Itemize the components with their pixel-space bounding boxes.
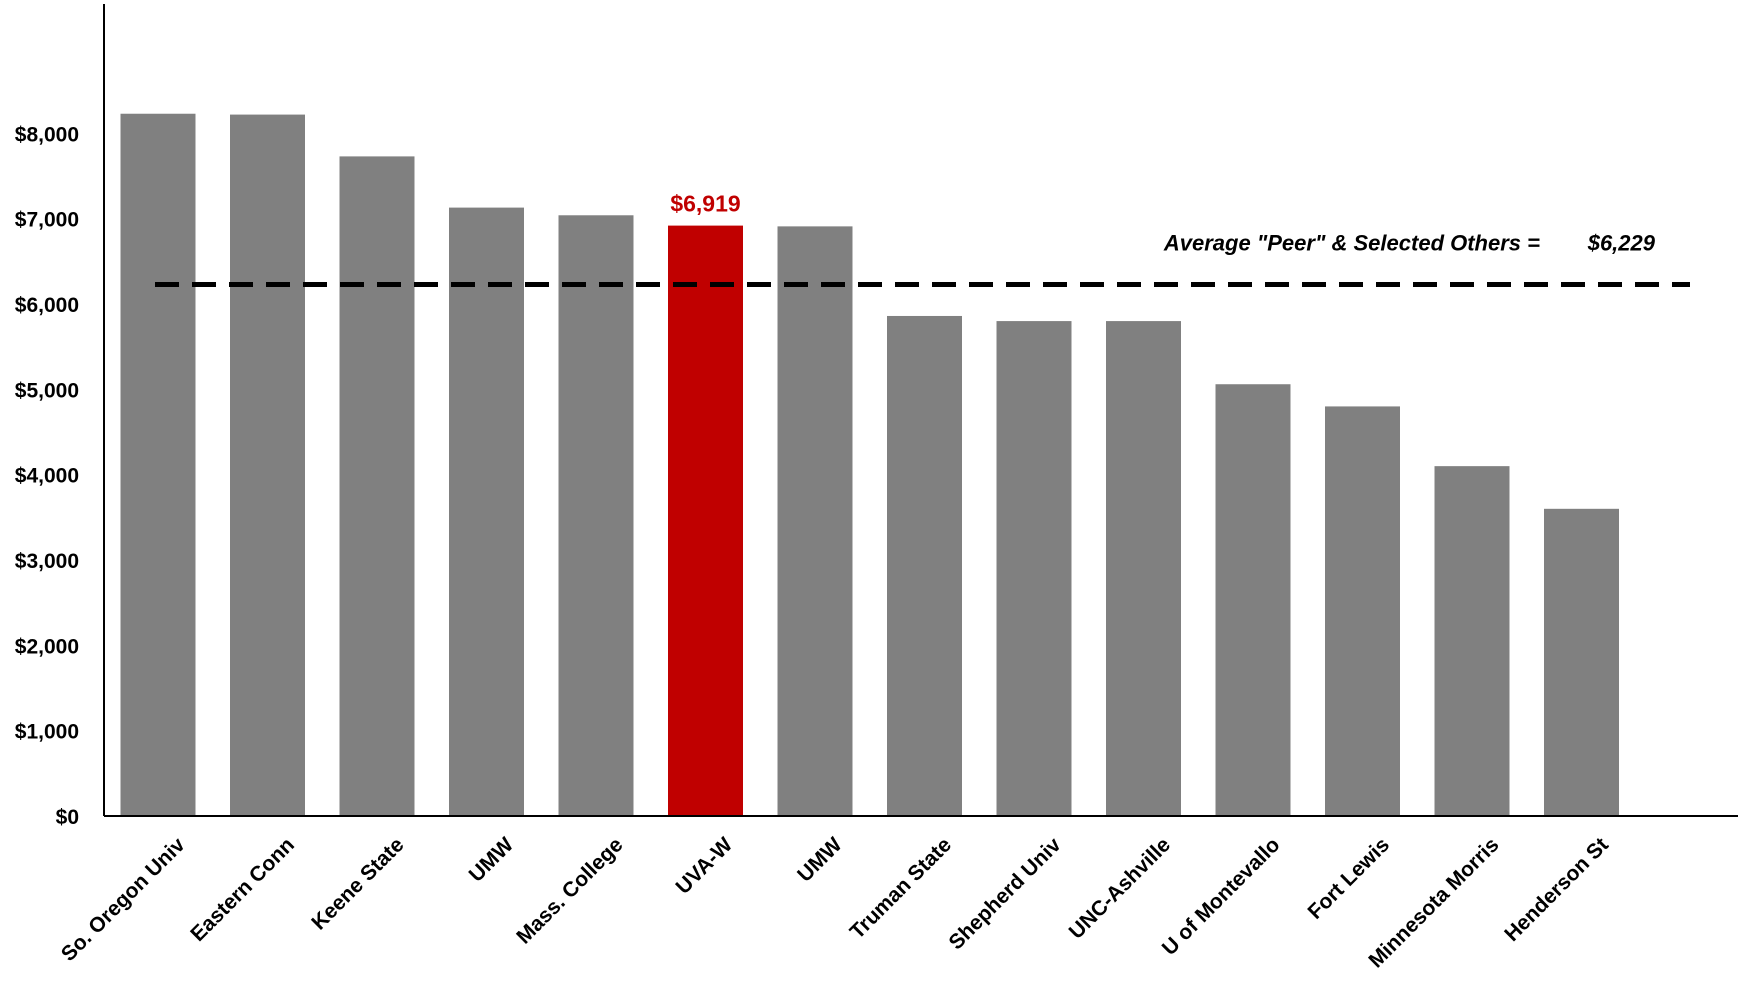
x-category-label: Fort Lewis bbox=[1304, 833, 1395, 924]
y-tick-label: $6,000 bbox=[15, 294, 79, 317]
bar-highlight bbox=[668, 225, 743, 816]
highlight-data-label: $6,919 bbox=[670, 191, 740, 217]
bar bbox=[1215, 384, 1291, 816]
x-category-label: Eastern Conn bbox=[186, 833, 299, 946]
y-tick-label: $7,000 bbox=[15, 209, 79, 232]
x-category-label: Mass. College bbox=[512, 833, 627, 948]
y-tick-label: $0 bbox=[56, 806, 79, 829]
average-value-label: $6,229 bbox=[1587, 230, 1656, 255]
x-category-label: Keene State bbox=[307, 833, 408, 934]
bar bbox=[558, 215, 634, 816]
x-category-label: Truman State bbox=[846, 833, 956, 943]
bar bbox=[1106, 321, 1181, 816]
bar bbox=[996, 321, 1072, 816]
average-label: Average "Peer" & Selected Others = bbox=[1163, 230, 1540, 255]
bar bbox=[339, 156, 415, 816]
x-category-label: UMW bbox=[465, 833, 518, 886]
bar bbox=[887, 315, 962, 816]
y-tick-label: $4,000 bbox=[15, 465, 79, 488]
y-tick-label: $2,000 bbox=[15, 635, 79, 658]
bars bbox=[120, 113, 1619, 817]
bar bbox=[1544, 508, 1619, 816]
y-tick-label: $3,000 bbox=[15, 550, 79, 573]
y-tick-label: $1,000 bbox=[15, 721, 79, 744]
x-category-label: UNC-Ashville bbox=[1065, 833, 1175, 943]
x-category-label: Shepherd Univ bbox=[944, 833, 1065, 954]
bar bbox=[230, 114, 305, 816]
x-category-label: So. Oregon Univ bbox=[57, 833, 190, 966]
y-tick-label: $5,000 bbox=[15, 379, 79, 402]
bar bbox=[1434, 466, 1510, 816]
x-category-label: Henderson St bbox=[1500, 833, 1613, 946]
y-tick-label: $8,000 bbox=[15, 123, 79, 146]
bar bbox=[1325, 406, 1400, 816]
y-axis-ticks: $0 $1,000 $2,000 $3,000 $4,000 $5,000 $6,000 $7… bbox=[15, 123, 79, 829]
bar bbox=[777, 226, 853, 817]
x-category-label: UVA-W bbox=[672, 833, 738, 899]
bar bbox=[449, 207, 524, 816]
x-category-label: UMW bbox=[793, 833, 846, 886]
bar bbox=[120, 113, 196, 816]
x-category-label: U of Montevallo bbox=[1158, 833, 1285, 960]
